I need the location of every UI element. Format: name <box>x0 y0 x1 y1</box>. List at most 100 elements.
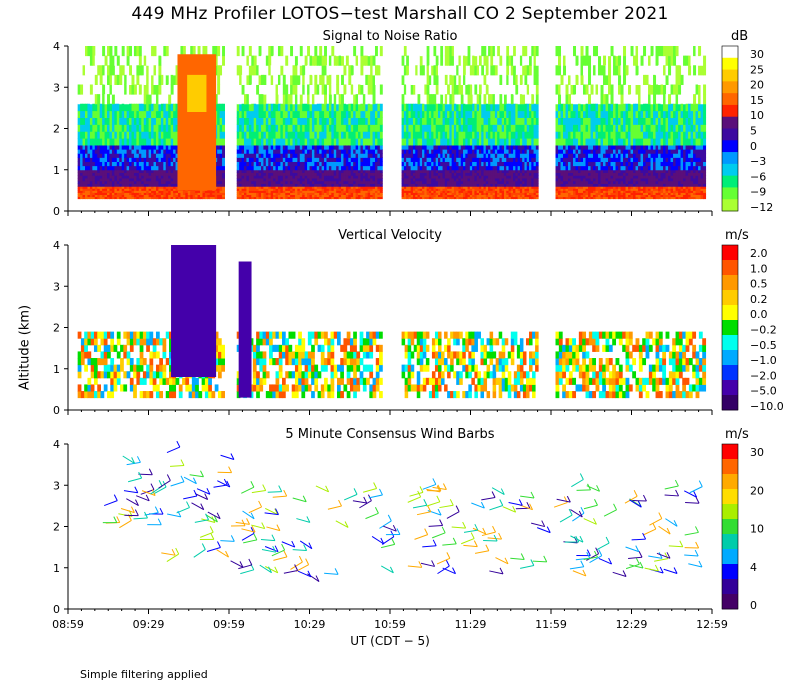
snr-cell <box>531 190 535 193</box>
snr-cell <box>99 186 103 189</box>
snr-cell <box>428 175 432 179</box>
snr-cell <box>277 145 281 150</box>
snr-cell <box>341 149 344 154</box>
snr-cell <box>490 157 494 162</box>
snr-cell <box>217 190 221 193</box>
snr-cell <box>345 190 349 193</box>
snr-cell <box>111 110 115 118</box>
snr-cell <box>217 84 221 95</box>
snr-cell <box>424 110 428 118</box>
snr-cell <box>415 183 419 187</box>
snr-cell <box>285 94 289 105</box>
snr-cell <box>292 131 296 139</box>
snr-cell <box>136 175 140 179</box>
snr-cell <box>488 190 491 193</box>
snr-cell <box>483 46 487 57</box>
snr-cell <box>124 178 128 182</box>
snr-cell <box>153 190 157 193</box>
snr-cell <box>422 124 425 132</box>
snr-cell <box>260 94 264 105</box>
snr-cell <box>324 157 327 162</box>
snr-cell <box>531 117 535 125</box>
snr-cell <box>173 124 177 132</box>
snr-cell <box>517 194 521 198</box>
snr-cell <box>506 153 510 158</box>
snr-cell <box>331 178 335 182</box>
snr-cell <box>163 180 167 184</box>
snr-cell <box>333 196 337 200</box>
snr-cell <box>280 161 284 167</box>
snr-cell <box>535 183 539 187</box>
snr-cell <box>415 103 419 112</box>
snr-cell <box>465 180 469 184</box>
snr-cell <box>160 153 164 158</box>
snr-cell <box>299 46 303 57</box>
snr-cell <box>251 65 255 76</box>
snr-cell <box>408 145 412 150</box>
snr-cell <box>275 149 279 154</box>
snr-cell <box>374 46 378 57</box>
snr-cell <box>256 157 260 162</box>
snr-cell <box>222 117 225 125</box>
snr-cell <box>333 157 337 162</box>
snr-cell <box>260 153 264 158</box>
snr-cell <box>236 178 240 182</box>
snr-cell <box>524 153 528 158</box>
snr-cell <box>343 46 347 57</box>
snr-cell <box>219 175 223 179</box>
snr-cell <box>168 178 172 182</box>
snr-cell <box>212 192 216 195</box>
snr-cell <box>119 149 123 154</box>
snr-cell <box>297 183 301 187</box>
snr-cell <box>304 194 308 198</box>
snr-cell <box>138 157 142 162</box>
snr-cell <box>153 172 157 176</box>
snr-cell <box>336 192 340 195</box>
snr-cell <box>217 46 221 57</box>
snr-cell <box>483 183 487 187</box>
snr-cell <box>275 190 279 193</box>
snr-cell <box>513 124 516 132</box>
snr-cell <box>529 188 532 191</box>
snr-cell <box>370 196 374 200</box>
snr-cell <box>107 186 110 189</box>
snr-cell <box>444 175 448 179</box>
snr-cell <box>379 46 383 57</box>
snr-cell <box>160 157 164 162</box>
snr-cell <box>336 180 340 184</box>
snr-cell <box>453 117 457 125</box>
snr-cell <box>447 117 450 125</box>
snr-cell <box>465 172 469 176</box>
snr-cell <box>268 138 272 146</box>
snr-cell <box>265 192 269 195</box>
snr-cell <box>492 165 496 171</box>
snr-cell <box>97 94 101 105</box>
snr-cell <box>412 110 416 118</box>
snr-cell <box>428 103 432 112</box>
snr-cell <box>501 117 505 125</box>
snr-cell <box>170 194 174 198</box>
snr-cell <box>119 180 123 184</box>
snr-cell <box>246 103 250 112</box>
snr-cell <box>460 194 464 198</box>
snr-cell <box>102 175 106 179</box>
snr-cell <box>422 157 425 162</box>
snr-cell <box>207 190 211 193</box>
snr-cell <box>316 178 320 182</box>
snr-cell <box>458 178 462 182</box>
snr-cell <box>314 149 318 154</box>
snr-cell <box>195 194 199 198</box>
snr-cell <box>244 157 247 162</box>
snr-cell <box>222 46 225 57</box>
snr-cell <box>217 178 221 182</box>
snr-cell <box>365 131 369 139</box>
snr-cell <box>531 131 535 139</box>
snr-cell <box>148 188 152 191</box>
snr-cell <box>437 131 441 139</box>
snr-cell <box>424 192 428 195</box>
snr-cell <box>451 172 455 176</box>
snr-cell <box>214 190 218 193</box>
snr-cell <box>444 149 448 154</box>
snr-cell <box>442 188 446 191</box>
snr-cell <box>415 178 419 182</box>
